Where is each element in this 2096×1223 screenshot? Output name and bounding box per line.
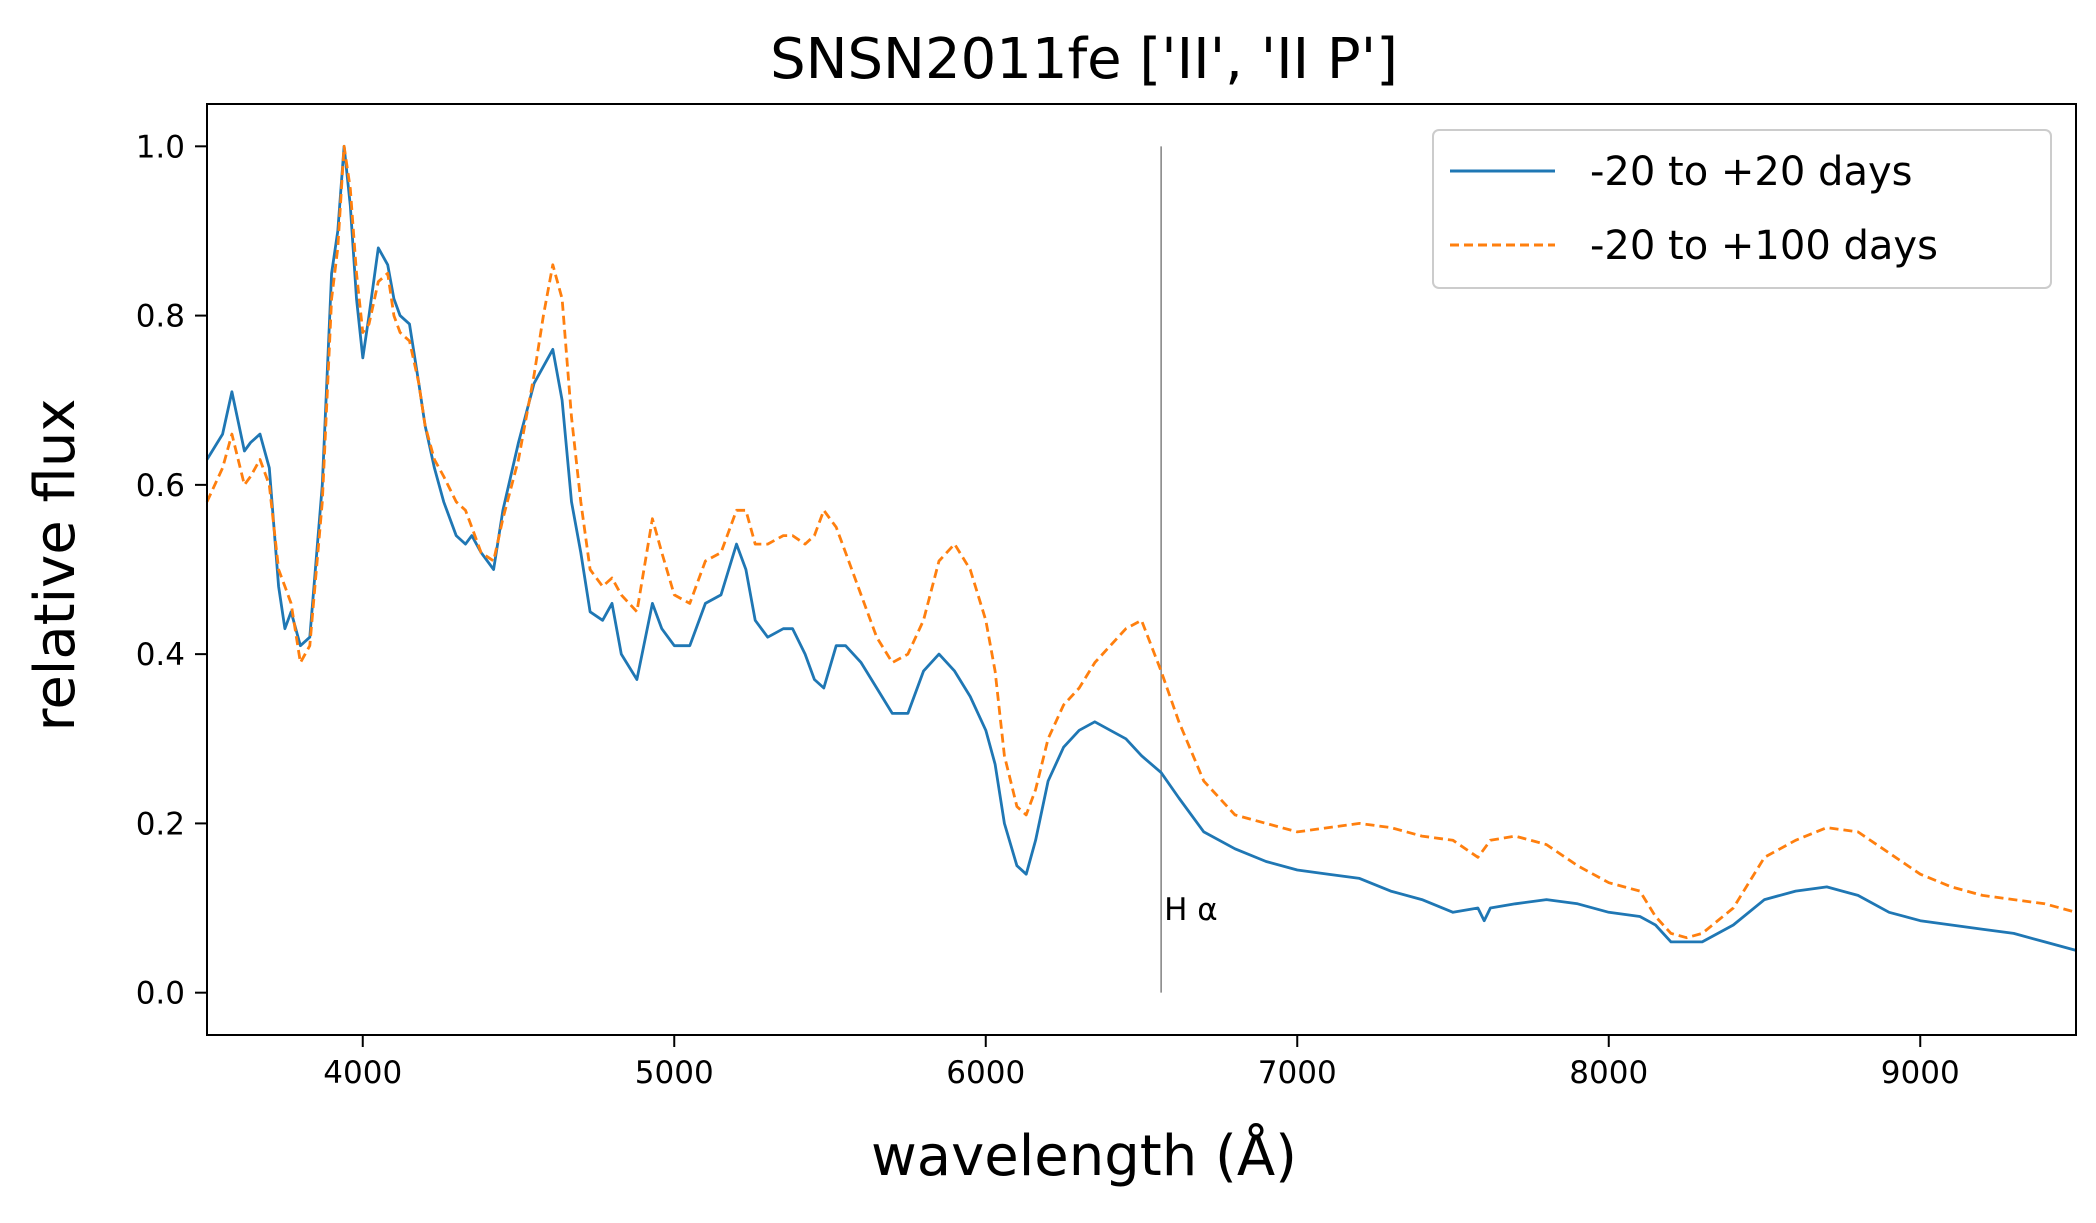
x-tick-label-7000: 7000: [1258, 1055, 1337, 1091]
x-tick-label-5000: 5000: [635, 1055, 714, 1091]
x-axis-label: wavelength (Å): [871, 1123, 1297, 1189]
x-tick-label-9000: 9000: [1881, 1055, 1960, 1091]
y-tick-label-0.2: 0.2: [136, 806, 185, 842]
legend-label-series-2: -20 to +100 days: [1590, 223, 1938, 269]
y-tick-label-0: 0.0: [136, 976, 185, 1012]
series-line-2: [205, 144, 2077, 940]
legend: -20 to +20 days -20 to +100 days: [1432, 129, 2052, 289]
chart-title: SNSN2011fe ['II', 'II P']: [770, 27, 1398, 92]
legend-label-series-1: -20 to +20 days: [1590, 149, 1912, 195]
y-tick-label-0.8: 0.8: [136, 299, 185, 335]
y-tick-label-0.6: 0.6: [136, 468, 185, 504]
plot-area: 4000 5000 6000 7000 8000 9000 0.0 0.2 0.4 0.6 0.8 1…: [136, 129, 2077, 1091]
h-alpha-label: H α: [1164, 892, 1218, 928]
axes-frame: [206, 103, 2077, 1036]
series-line-1: [205, 144, 2077, 952]
x-tick-label-8000: 8000: [1569, 1055, 1648, 1091]
y-tick-label-1: 1.0: [136, 129, 185, 165]
y-axis-label: relative flux: [23, 399, 88, 732]
legend-box: [1432, 129, 2052, 289]
x-tick-label-4000: 4000: [323, 1055, 402, 1091]
y-tick-label-0.4: 0.4: [136, 637, 185, 673]
x-tick-label-6000: 6000: [946, 1055, 1025, 1091]
